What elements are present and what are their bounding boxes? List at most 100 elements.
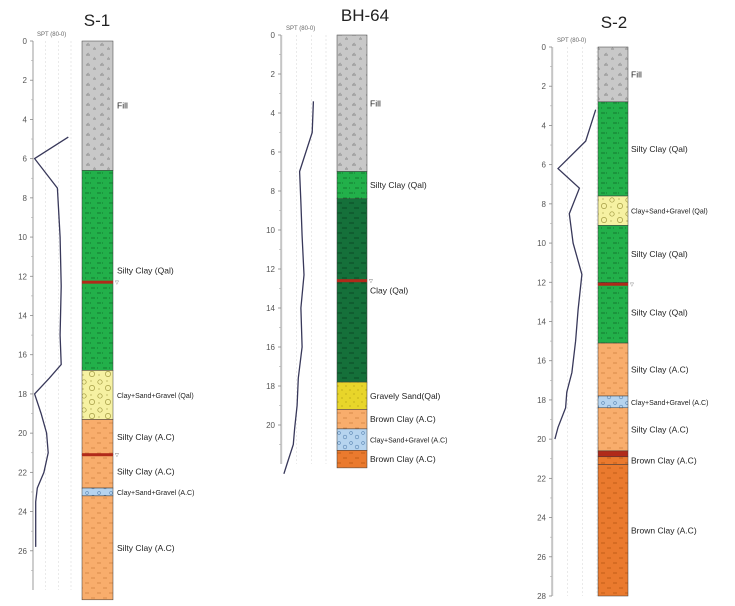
soil-layer: [336, 381, 368, 410]
soil-layer-label: Brown Clay (A.C): [370, 454, 436, 464]
depth-tick-label: 26: [537, 553, 546, 562]
soil-layer-label: Fill: [117, 101, 128, 111]
soil-layer-label: Fill: [631, 69, 642, 79]
soil-layer: [597, 342, 629, 397]
soil-layer: [336, 198, 368, 383]
depth-tick-label: 0: [542, 43, 547, 52]
water-level-line: [82, 280, 113, 284]
soil-layer: [597, 407, 629, 452]
soil-layer: [81, 454, 114, 489]
depth-tick-label: 16: [18, 351, 27, 360]
soil-layer: [597, 456, 629, 465]
soil-layer-label: Gravely Sand(Qal): [370, 391, 441, 401]
water-level-line: [82, 453, 113, 457]
soil-layer-label: Brown Clay (A.C): [631, 525, 697, 535]
borehole-title: S-1: [84, 11, 110, 30]
soil-layer-label: Brown Clay (A.C): [370, 414, 436, 424]
depth-tick-label: 24: [537, 514, 546, 523]
depth-tick-label: 10: [537, 239, 546, 248]
depth-tick-label: 16: [266, 343, 275, 352]
depth-tick-label: 2: [23, 76, 28, 85]
water-level-symbol: ▽: [630, 282, 634, 288]
depth-tick-label: 4: [271, 109, 276, 118]
depth-tick-label: 28: [537, 592, 546, 601]
depth-tick-label: 4: [542, 121, 547, 130]
borehole-bh-64: BH-64 SPT (80-0) 0 2 4 6 8 10 12 14 16 18 20 Fill Silt…: [266, 6, 447, 474]
soil-layer-label: Silty Clay (A.C): [117, 432, 175, 442]
soil-layer: [336, 409, 368, 430]
soil-layer-label: Silty Clay (Qal): [117, 265, 174, 275]
soil-layer: [597, 395, 629, 409]
depth-tick-label: 6: [542, 161, 547, 170]
soil-layer-label: Silty Clay (A.C): [117, 466, 175, 476]
depth-tick-label: 22: [18, 468, 27, 477]
soil-layer: [81, 419, 114, 455]
soil-layer: [81, 170, 114, 371]
spt-axis-label: SPT (80-0): [286, 26, 315, 32]
soil-layer: [597, 195, 629, 226]
depth-tick-label: 20: [18, 429, 27, 438]
soil-layer: [81, 40, 114, 171]
soil-layer-label: Silty Clay (Qal): [631, 144, 688, 154]
depth-tick-label: 8: [542, 200, 547, 209]
depth-tick-label: 12: [18, 272, 27, 281]
soil-layer-label: Silty Clay (Qal): [631, 249, 688, 259]
depth-tick-label: 8: [271, 187, 276, 196]
depth-tick-label: 22: [537, 474, 546, 483]
depth-tick-label: 20: [266, 421, 275, 430]
depth-tick-label: 24: [18, 508, 27, 517]
depth-tick-label: 0: [23, 37, 28, 46]
soil-layer-label: Silty Clay (Qal): [631, 308, 688, 318]
soil-layer: [597, 464, 629, 597]
depth-tick-label: 6: [271, 148, 276, 157]
soil-layer: [336, 450, 368, 469]
soil-layer-label: Clay (Qal): [370, 285, 408, 295]
depth-tick-label: 18: [18, 390, 27, 399]
depth-tick-label: 4: [23, 115, 28, 124]
water-level-symbol: ▽: [115, 280, 119, 286]
soil-layer-label: Clay+Sand+Gravel (Qal): [117, 393, 194, 400]
soil-layer-label: Silty Clay (Qal): [370, 180, 427, 190]
soil-layer-label: Clay+Sand+Gravel (A.C): [117, 490, 194, 497]
soil-layer-label: Brown Clay (A.C): [631, 456, 697, 466]
depth-tick-label: 10: [18, 233, 27, 242]
depth-tick-label: 12: [266, 265, 275, 274]
spt-axis-label: SPT (80-0): [37, 32, 66, 38]
soil-layer-label: Fill: [370, 98, 381, 108]
soil-layer: [597, 282, 629, 344]
water-level-symbol: ▽: [115, 453, 119, 459]
spt-curve: [554, 109, 597, 440]
water-level-symbol: ▽: [369, 279, 373, 285]
soil-layer: [336, 34, 368, 172]
soil-layer: [81, 370, 114, 420]
borehole-title: BH-64: [341, 6, 389, 25]
water-level-line: [598, 282, 628, 286]
soil-layer-label: Silty Clay (A.C): [631, 424, 689, 434]
depth-tick-label: 6: [23, 155, 28, 164]
depth-tick-label: 14: [18, 312, 27, 321]
borehole-title: S-2: [601, 13, 627, 32]
depth-tick-label: 18: [537, 396, 546, 405]
depth-tick-label: 20: [537, 435, 546, 444]
soil-layer: [336, 171, 368, 200]
soil-layer: [597, 225, 629, 283]
soil-layer: [597, 450, 629, 458]
spt-axis-label: SPT (80-0): [557, 38, 586, 44]
depth-tick-label: 2: [271, 70, 276, 79]
soil-layer: [336, 428, 368, 451]
soil-layer-label: Clay+Sand+Gravel (A.C): [370, 438, 447, 445]
depth-tick-label: 12: [537, 278, 546, 287]
soil-layer-label: Silty Clay (A.C): [117, 543, 175, 553]
spt-curve: [283, 101, 315, 474]
soil-layer-label: Clay+Sand+Gravel (Qal): [631, 209, 708, 216]
soil-layer: [81, 487, 114, 497]
depth-tick-label: 2: [542, 82, 547, 91]
depth-tick-label: 8: [23, 194, 28, 203]
soil-layer-label: Clay+Sand+Gravel (A.C): [631, 400, 708, 407]
depth-tick-label: 26: [18, 547, 27, 556]
depth-tick-label: 10: [266, 226, 275, 235]
depth-tick-label: 0: [271, 31, 276, 40]
